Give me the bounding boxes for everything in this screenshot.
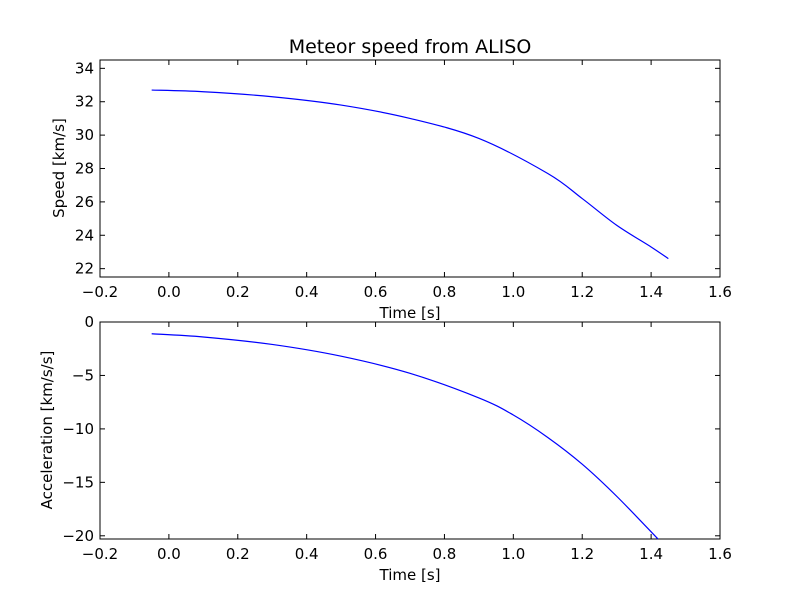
- speed-x-tick-label: 0.2: [226, 283, 250, 301]
- acceleration-x-tick-label: 1.6: [708, 545, 732, 563]
- acceleration-axes-frame: [99, 321, 721, 540]
- speed-x-tick-label: 0.4: [295, 283, 319, 301]
- acceleration-y-tick-label: 0: [84, 313, 94, 331]
- speed-x-tick-label: 0.8: [433, 283, 457, 301]
- acceleration-ticks: −0.2 0.0 0.2 0.4 0.6 0.8 1.0 1.2 1.4 1.6 0 −5 −10 −15…: [62, 313, 732, 563]
- speed-y-tick-label: 24: [75, 226, 94, 244]
- acceleration-x-tick-label: 1.2: [570, 545, 594, 563]
- speed-x-axis-label: Time [s]: [379, 304, 441, 322]
- speed-ticks: −0.2 0.0 0.2 0.4 0.6 0.8 1.0 1.2 1.4 1.6 22 24 26 28 3…: [75, 59, 732, 301]
- speed-y-tick-label: 30: [75, 126, 94, 144]
- speed-subplot: Meteor speed from ALISO Time [s] Speed […: [50, 36, 732, 322]
- speed-y-tick-label: 28: [75, 160, 94, 178]
- speed-x-tick-label: 1.2: [570, 283, 594, 301]
- speed-series: [151, 89, 669, 260]
- acceleration-y-tick-label: −20: [62, 527, 94, 545]
- speed-y-tick-label: 34: [75, 59, 94, 77]
- speed-x-tick-label: −0.2: [82, 283, 118, 301]
- speed-x-tick-label: 1.6: [708, 283, 732, 301]
- acceleration-y-axis-label: Acceleration [km/s/s]: [38, 351, 56, 510]
- acceleration-x-tick-label: 0.8: [433, 545, 457, 563]
- speed-y-axis-label: Speed [km/s]: [50, 118, 68, 218]
- acceleration-y-tick-label: −10: [62, 420, 94, 438]
- speed-x-tick-label: 1.4: [639, 283, 663, 301]
- speed-series-line: [151, 89, 669, 260]
- chart-title: Meteor speed from ALISO: [289, 36, 532, 58]
- acceleration-x-tick-label: −0.2: [82, 545, 118, 563]
- acceleration-x-tick-label: 0.6: [364, 545, 388, 563]
- speed-y-tick-label: 22: [75, 260, 94, 278]
- acceleration-x-tick-label: 0.2: [226, 545, 250, 563]
- acceleration-x-tick-label: 0.4: [295, 545, 319, 563]
- acceleration-subplot: Time [s] Acceleration [km/s/s] −0.2 0.0 0.…: [38, 313, 732, 584]
- speed-y-tick-label: 26: [75, 193, 94, 211]
- acceleration-y-tick-label: −15: [62, 473, 94, 491]
- speed-y-tick-label: 32: [75, 93, 94, 111]
- speed-x-tick-label: 1.0: [501, 283, 525, 301]
- acceleration-y-tick-label: −5: [72, 366, 94, 384]
- acceleration-x-tick-label: 1.0: [501, 545, 525, 563]
- acceleration-series-line: [151, 333, 659, 540]
- speed-x-tick-label: 0.0: [157, 283, 181, 301]
- acceleration-x-tick-label: 1.4: [639, 545, 663, 563]
- acceleration-x-tick-label: 0.0: [157, 545, 181, 563]
- speed-axes-frame: [99, 59, 721, 278]
- acceleration-x-axis-label: Time [s]: [379, 566, 441, 584]
- speed-x-tick-label: 0.6: [364, 283, 388, 301]
- acceleration-series: [151, 333, 659, 540]
